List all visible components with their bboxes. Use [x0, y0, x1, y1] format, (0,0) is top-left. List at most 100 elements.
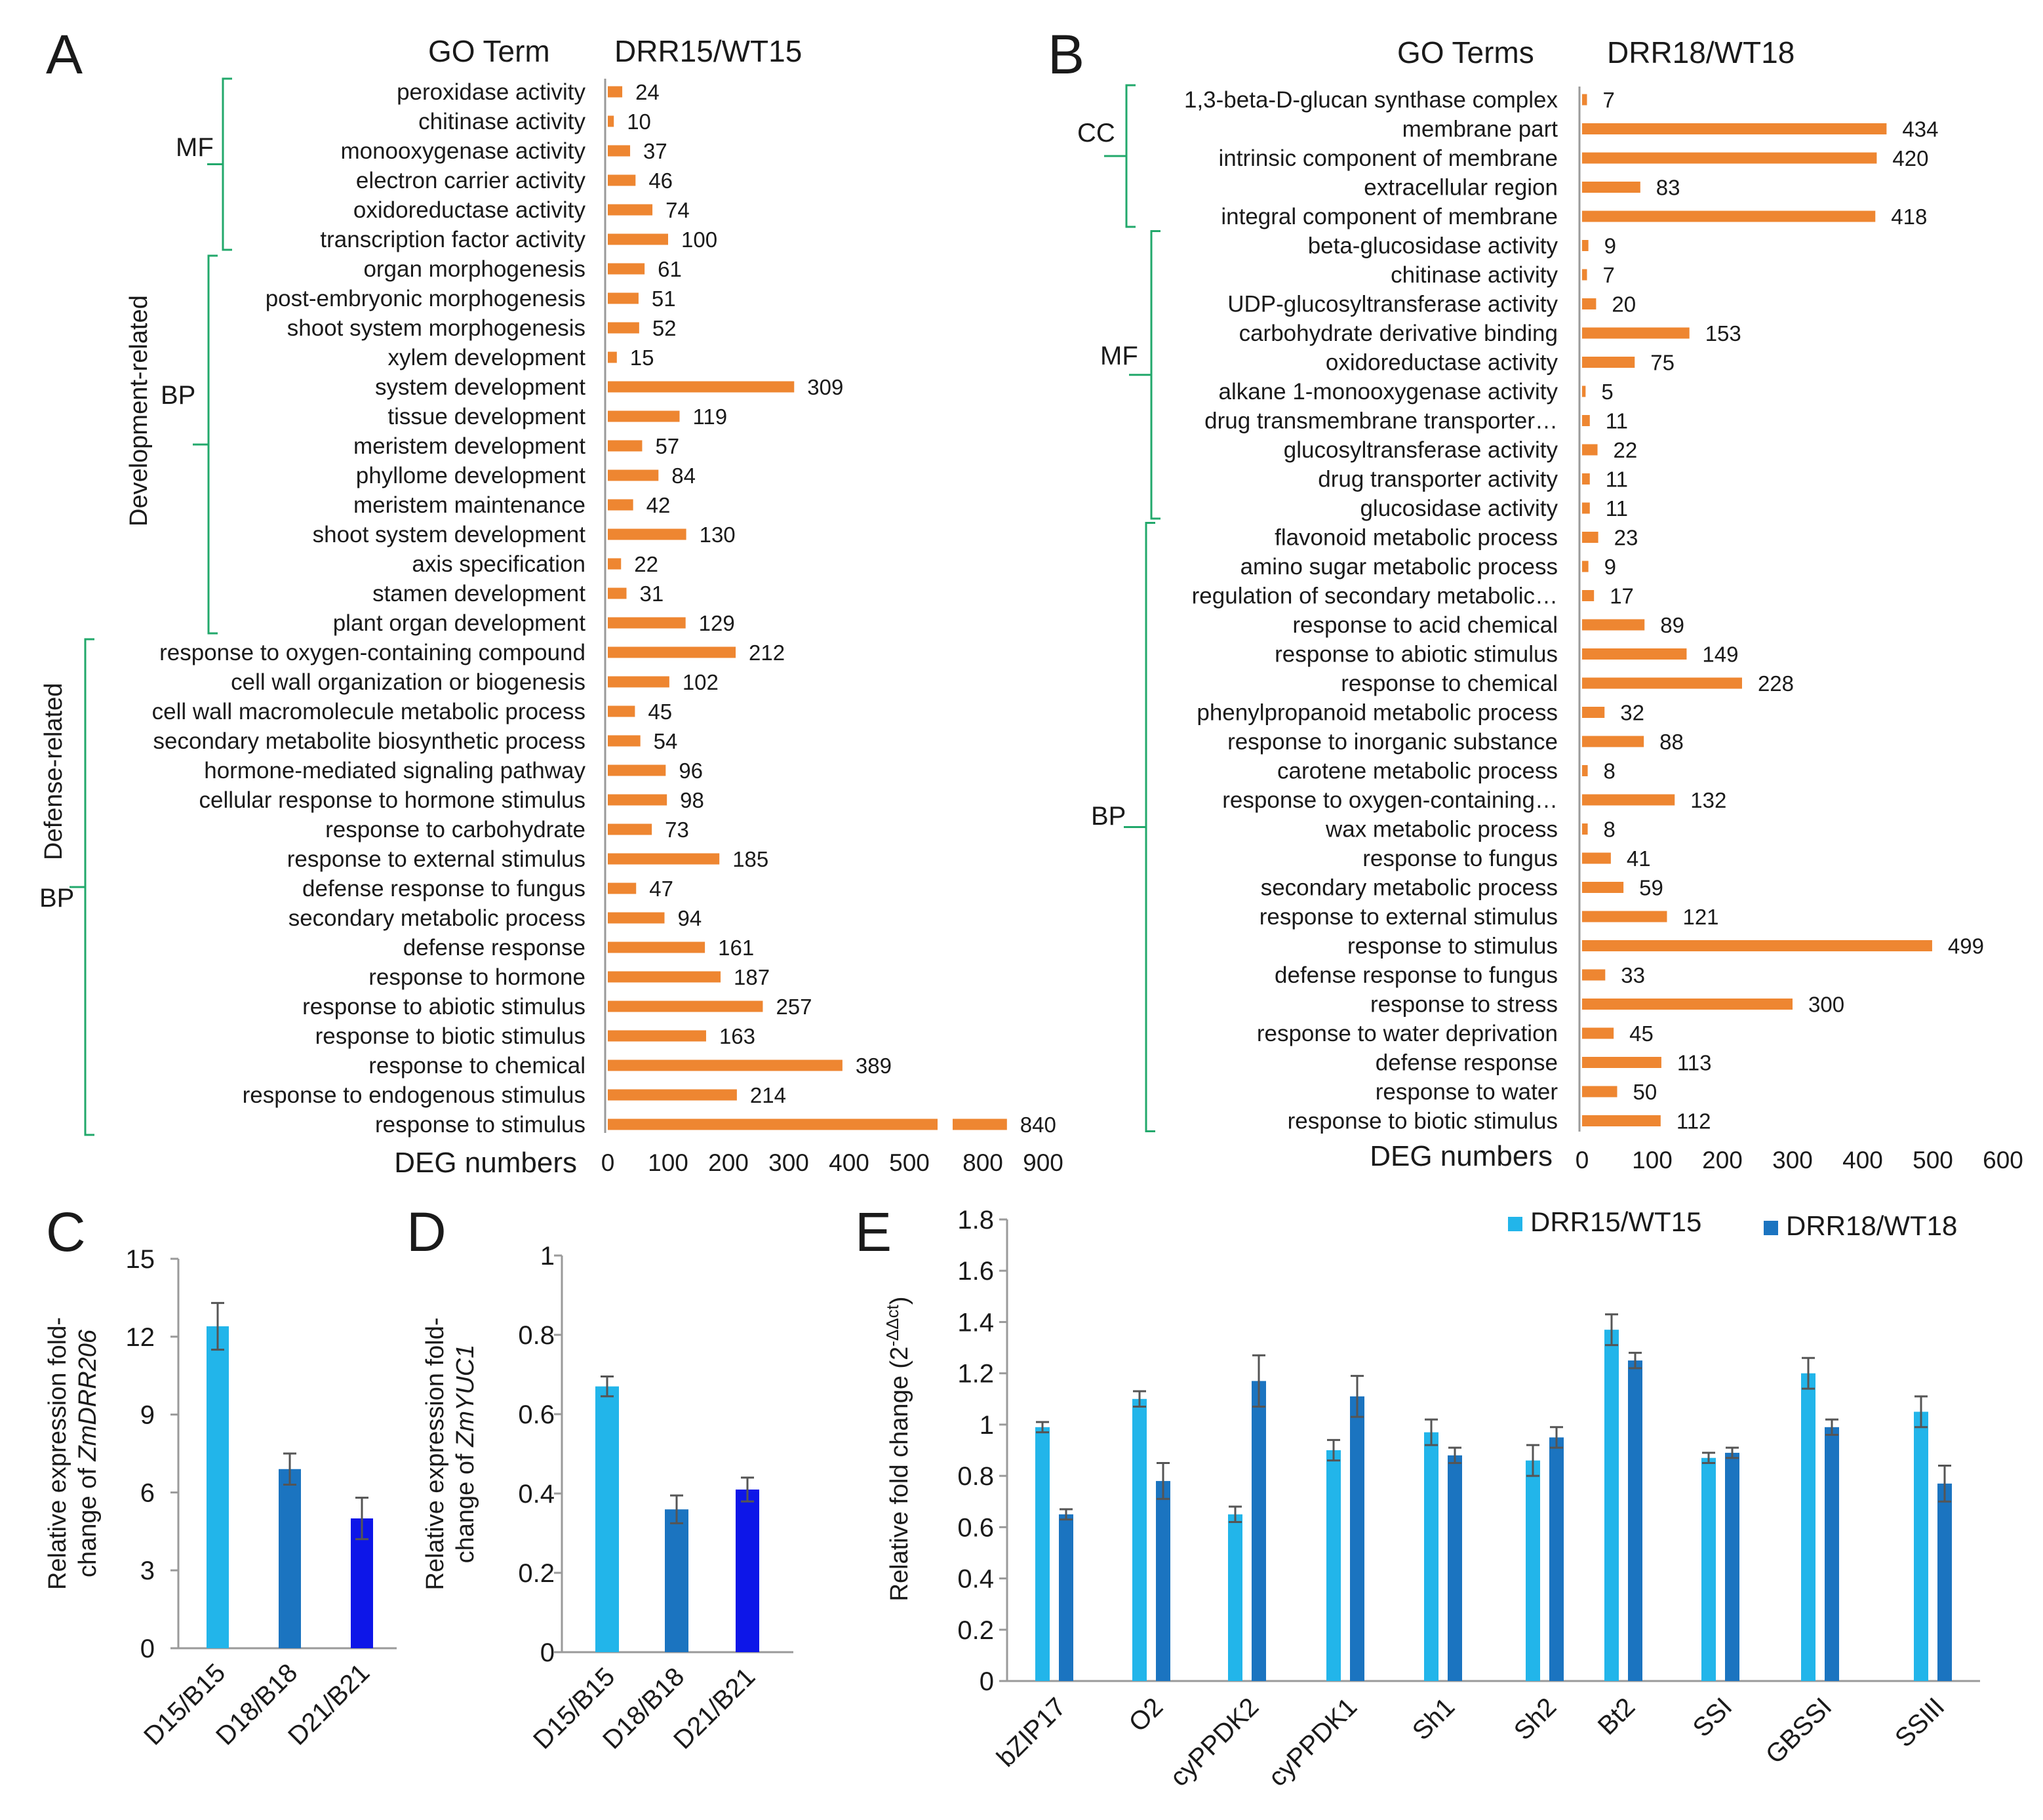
y-tick-label: 0.4	[518, 1480, 555, 1509]
bar	[608, 794, 667, 806]
error-bar	[1629, 1351, 1642, 1370]
data-label: 11	[1606, 467, 1628, 492]
data-label: 5	[1601, 380, 1613, 404]
bar	[1582, 532, 1598, 543]
bar	[1582, 707, 1605, 718]
panel-letter-a: A	[46, 24, 83, 85]
group-bracket	[1129, 230, 1160, 520]
legend-label-drr18: DRR18/WT18	[1786, 1210, 1957, 1241]
y-tick-label: 6	[140, 1478, 155, 1507]
bar	[608, 440, 643, 452]
y-tick-label: 1	[540, 1242, 555, 1271]
x-tick-label: SSIII	[1890, 1692, 1950, 1752]
category-label: secondary metabolic process	[1261, 875, 1558, 901]
bar	[1582, 269, 1587, 281]
y-tick-label: 0	[540, 1638, 555, 1667]
data-label: 300	[1808, 993, 1844, 1017]
data-label: 499	[1948, 934, 1984, 959]
category-label: tissue development	[387, 404, 585, 429]
data-label: 15	[630, 346, 654, 370]
error-bar	[741, 1476, 754, 1503]
y-axis-title-line1: Relative expression fold-	[44, 1317, 71, 1590]
data-label: 113	[1677, 1051, 1712, 1075]
category-label: system development	[375, 374, 585, 400]
category-label: carotene metabolic process	[1277, 759, 1558, 784]
data-label: 98	[680, 788, 704, 812]
data-label: 41	[1627, 846, 1651, 871]
y-axis-title-prefix: change of	[74, 1461, 102, 1577]
y-tick-label: 0.6	[518, 1400, 555, 1429]
category-label: UDP-glucosyltransferase activity	[1227, 292, 1558, 317]
bar-drr15	[1132, 1398, 1147, 1681]
x-axis-title: DEG numbers	[1370, 1140, 1553, 1172]
data-label: 94	[677, 906, 702, 930]
data-label: 11	[1606, 496, 1628, 521]
y-tick-label: 0.8	[957, 1462, 994, 1491]
group-bracket	[1104, 84, 1136, 228]
category-label: electron carrier activity	[356, 168, 586, 193]
error-bar	[1825, 1418, 1838, 1436]
ratio-header: DRR15/WT15	[614, 34, 802, 68]
ratio-header: DRR18/WT18	[1607, 35, 1795, 69]
go-term-header: GO Term	[428, 34, 550, 68]
data-label: 42	[646, 493, 671, 517]
error-bar	[1327, 1438, 1340, 1462]
legend-swatch-drr18	[1764, 1221, 1778, 1235]
data-label: 100	[681, 227, 717, 252]
bar	[1582, 357, 1635, 368]
bar	[1582, 794, 1675, 806]
bar	[595, 1386, 619, 1652]
category-label: response to inorganic substance	[1227, 729, 1558, 755]
bar	[608, 735, 641, 747]
x-tick-label: 600	[1983, 1147, 2023, 1174]
category-label: hormone-mediated signaling pathway	[204, 758, 585, 783]
data-label: 59	[1639, 876, 1663, 900]
y-axis-title-superscript: -ΔΔct	[883, 1304, 902, 1346]
x-tick-label: 500	[1913, 1147, 1953, 1174]
category-label: shoot system development	[313, 522, 586, 547]
category-label: defense response to fungus	[1275, 962, 1558, 988]
group-bracket	[69, 638, 94, 1136]
bar	[608, 823, 652, 835]
data-label: 130	[700, 523, 736, 547]
category-label: 1,3-beta-D-glucan synthase complex	[1184, 87, 1558, 113]
bar-drr15	[1914, 1412, 1928, 1681]
bar-drr15	[1604, 1330, 1619, 1681]
error-bar	[601, 1375, 614, 1398]
category-label: alkane 1-monooxygenase activity	[1218, 379, 1558, 405]
bar	[1582, 1027, 1614, 1039]
category-label: xylem development	[387, 345, 585, 370]
bar-continued	[953, 1118, 1007, 1130]
data-label: 309	[807, 375, 843, 399]
category-label: defense response	[1376, 1050, 1558, 1076]
legend-swatch-drr15	[1508, 1217, 1522, 1231]
y-tick-label: 12	[126, 1323, 155, 1352]
category-label: integral component of membrane	[1221, 204, 1558, 229]
group-label: BP	[1091, 802, 1126, 831]
data-label: 129	[699, 611, 735, 635]
data-label: 23	[1614, 526, 1638, 550]
bar	[608, 174, 636, 186]
panel-letter-c: C	[46, 1201, 86, 1263]
category-label: meristem maintenance	[353, 492, 585, 518]
bar-drr15	[1701, 1457, 1716, 1681]
category-label: response to chemical	[1341, 671, 1558, 696]
bar	[608, 115, 614, 127]
bar	[608, 941, 705, 953]
y-tick-label: 1.6	[957, 1257, 994, 1286]
category-label: cell wall organization or biogenesis	[231, 669, 585, 695]
group-label: BP	[39, 884, 74, 913]
bar	[608, 469, 659, 481]
group-label: CC	[1077, 119, 1115, 148]
category-label: response to acid chemical	[1292, 612, 1558, 638]
error-bar	[1133, 1390, 1146, 1408]
error-bar	[670, 1494, 683, 1524]
data-label: 102	[683, 670, 719, 694]
y-axis-title: Relative fold change (2-ΔΔct)	[883, 1297, 913, 1602]
data-label: 61	[658, 257, 682, 281]
data-label: 20	[1612, 292, 1636, 317]
category-label: defense response	[403, 935, 585, 960]
bar	[1582, 940, 1932, 951]
data-label: 112	[1676, 1109, 1711, 1134]
